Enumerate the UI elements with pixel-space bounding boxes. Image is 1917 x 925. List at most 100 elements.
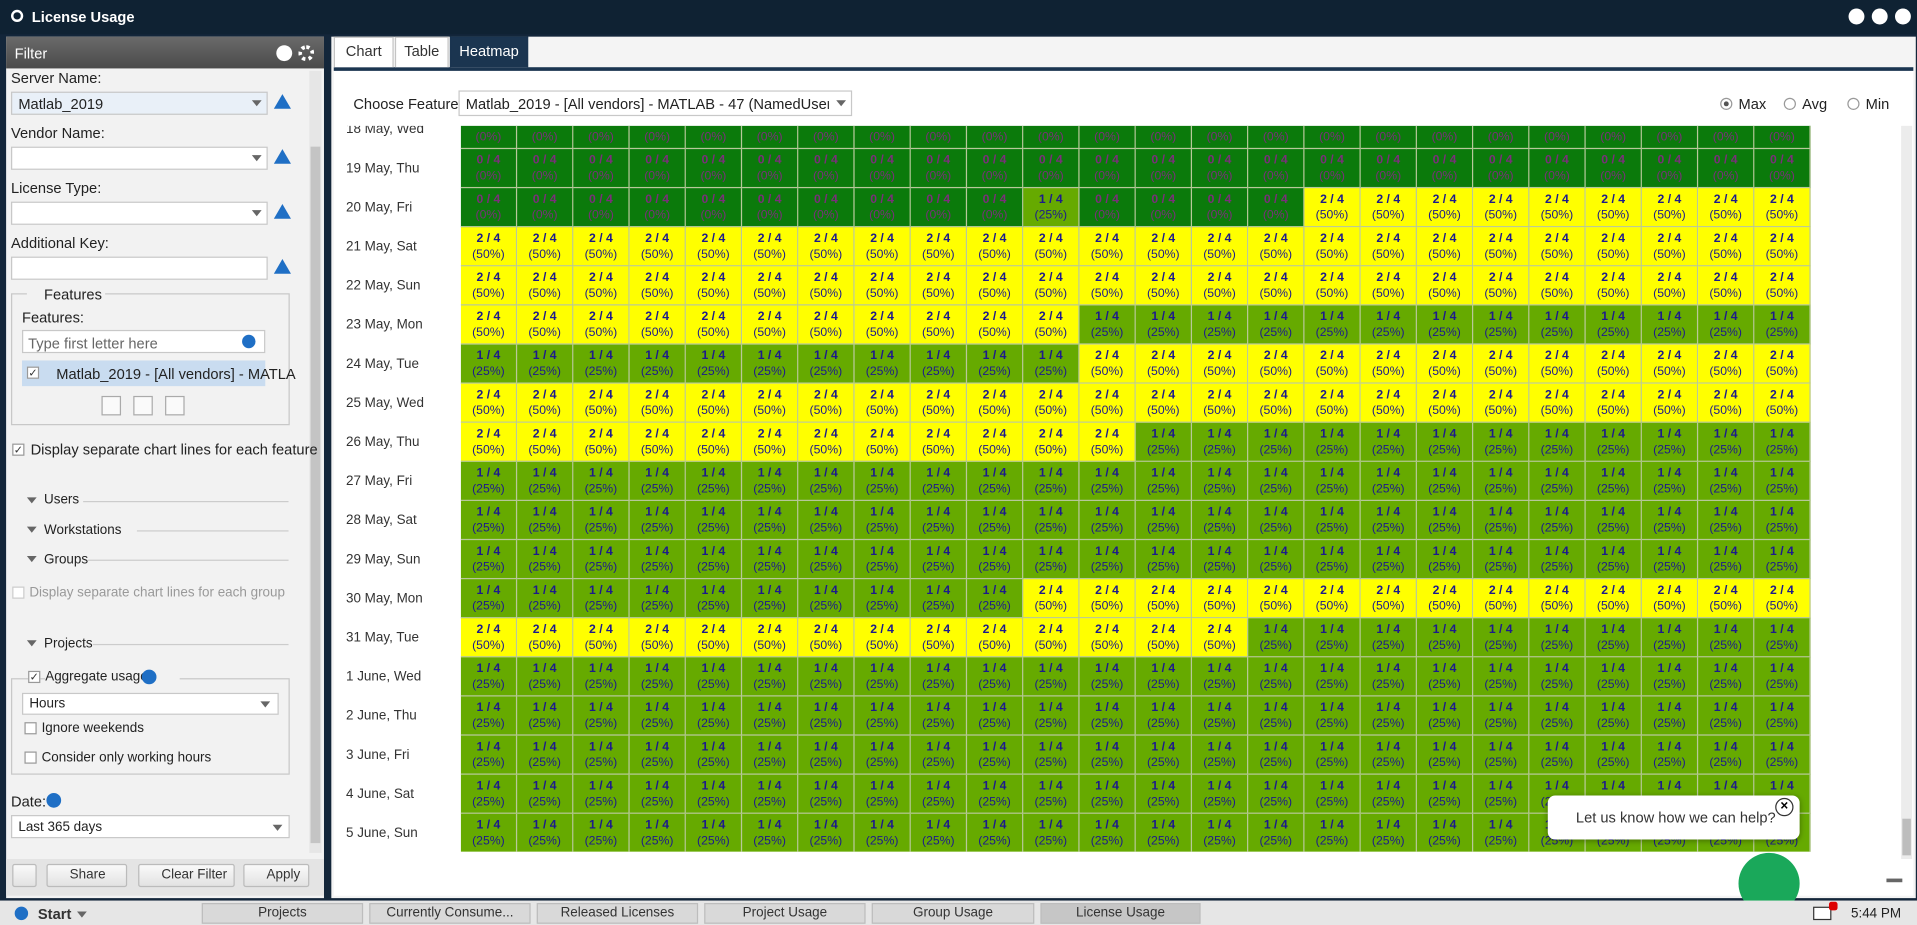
heatmap-cell[interactable]: 1 / 4(25%) xyxy=(573,579,629,618)
heatmap-cell[interactable]: 2 / 4(50%) xyxy=(911,618,967,657)
heatmap-cell[interactable]: 2 / 4(50%) xyxy=(1023,384,1079,423)
heatmap-cell[interactable]: 2 / 4(50%) xyxy=(630,266,686,305)
heatmap-cell[interactable]: 2 / 4(50%) xyxy=(967,423,1023,462)
heatmap-cell[interactable]: 1 / 4(25%) xyxy=(573,462,629,501)
heatmap-cell[interactable]: 1 / 4(25%) xyxy=(1586,462,1642,501)
apply-button[interactable]: Apply xyxy=(243,864,309,887)
heatmap-cell[interactable]: 1 / 4(25%) xyxy=(1248,540,1304,579)
heatmap-cell[interactable]: 1 / 4(25%) xyxy=(1023,814,1079,852)
heatmap-cell[interactable]: 1 / 4(25%) xyxy=(1023,697,1079,736)
heatmap-cell[interactable]: 1 / 4(25%) xyxy=(573,814,629,852)
heatmap-cell[interactable]: 1 / 4(25%) xyxy=(798,814,854,852)
heatmap-cell[interactable]: 1 / 4(25%) xyxy=(1080,540,1136,579)
feature-checkbox[interactable]: ✓ xyxy=(27,367,39,379)
heatmap-cell[interactable]: 1 / 4(25%) xyxy=(1698,697,1754,736)
heatmap-cell[interactable]: 2 / 4(50%) xyxy=(798,305,854,344)
task-button[interactable]: Group Usage xyxy=(872,903,1035,924)
heatmap-cell[interactable]: 0 / 4(0%) xyxy=(1136,126,1192,149)
heatmap-cell[interactable]: 1 / 4(25%) xyxy=(1080,814,1136,852)
heatmap-cell[interactable]: 0 / 4(0%) xyxy=(1192,188,1248,227)
heatmap-cell[interactable]: 0 / 4(0%) xyxy=(1080,126,1136,149)
heatmap-cell[interactable]: 1 / 4(25%) xyxy=(967,540,1023,579)
heatmap-cell[interactable]: 2 / 4(50%) xyxy=(1080,227,1136,266)
heatmap-cell[interactable]: 0 / 4(0%) xyxy=(517,188,573,227)
heatmap-cell[interactable]: 0 / 4(0%) xyxy=(1192,149,1248,188)
heatmap-cell[interactable]: 1 / 4(25%) xyxy=(1361,423,1417,462)
heatmap-cell[interactable]: 2 / 4(50%) xyxy=(517,305,573,344)
heatmap-cell[interactable]: 2 / 4(50%) xyxy=(686,227,742,266)
heatmap-cell[interactable]: 0 / 4(0%) xyxy=(967,126,1023,149)
heatmap-cell[interactable]: 2 / 4(50%) xyxy=(1361,579,1417,618)
heatmap-cell[interactable]: 2 / 4(50%) xyxy=(1586,227,1642,266)
heatmap-cell[interactable]: 1 / 4(25%) xyxy=(967,345,1023,384)
heatmap-cell[interactable]: 2 / 4(50%) xyxy=(1642,384,1698,423)
heatmap-cell[interactable]: 2 / 4(50%) xyxy=(798,227,854,266)
heatmap-cell[interactable]: 1 / 4(25%) xyxy=(1586,540,1642,579)
heatmap-cell[interactable]: 1 / 4(25%) xyxy=(1136,501,1192,540)
heatmap-cell[interactable]: 2 / 4(50%) xyxy=(855,305,911,344)
heatmap-cell[interactable]: 1 / 4(25%) xyxy=(1192,657,1248,696)
heatmap-cell[interactable]: 2 / 4(50%) xyxy=(1248,227,1304,266)
heatmap-cell[interactable]: 0 / 4(0%) xyxy=(911,126,967,149)
heatmap-cell[interactable]: 1 / 4(25%) xyxy=(517,501,573,540)
heatmap-cell[interactable]: 0 / 4(0%) xyxy=(1136,149,1192,188)
heatmap-cell[interactable]: 1 / 4(25%) xyxy=(1698,305,1754,344)
heatmap-cell[interactable]: 1 / 4(25%) xyxy=(1642,618,1698,657)
heatmap-cell[interactable]: 1 / 4(25%) xyxy=(1248,423,1304,462)
select-all-button[interactable] xyxy=(101,396,121,416)
additional-key-input[interactable] xyxy=(11,257,268,280)
heatmap-cell[interactable]: 2 / 4(50%) xyxy=(630,384,686,423)
heatmap-cell[interactable]: 1 / 4(25%) xyxy=(1080,305,1136,344)
heatmap-cell[interactable]: 1 / 4(25%) xyxy=(1698,736,1754,775)
heatmap-cell[interactable]: 1 / 4(25%) xyxy=(1473,697,1529,736)
heatmap-cell[interactable]: 1 / 4(25%) xyxy=(1080,462,1136,501)
expand-caret[interactable] xyxy=(27,556,37,562)
heatmap-cell[interactable]: 1 / 4(25%) xyxy=(1642,540,1698,579)
heatmap-cell[interactable]: 1 / 4(25%) xyxy=(1473,736,1529,775)
scrollbar-thumb[interactable] xyxy=(311,147,321,844)
heatmap-cell[interactable]: 2 / 4(50%) xyxy=(1023,579,1079,618)
heatmap-cell[interactable]: 2 / 4(50%) xyxy=(1473,227,1529,266)
heatmap-cell[interactable]: 0 / 4(0%) xyxy=(573,126,629,149)
heatmap-cell[interactable]: 0 / 4(0%) xyxy=(798,188,854,227)
heatmap-cell[interactable]: 1 / 4(25%) xyxy=(686,462,742,501)
heatmap-cell[interactable]: 2 / 4(50%) xyxy=(1698,579,1754,618)
heatmap-cell[interactable]: 1 / 4(25%) xyxy=(1192,462,1248,501)
select-none-button[interactable] xyxy=(133,396,153,416)
users-section[interactable]: Users xyxy=(44,492,79,507)
heatmap-cell[interactable]: 2 / 4(50%) xyxy=(517,227,573,266)
heatmap-cell[interactable]: 1 / 4(25%) xyxy=(517,462,573,501)
heatmap-cell[interactable]: 0 / 4(0%) xyxy=(517,126,573,149)
tab[interactable]: Heatmap xyxy=(450,37,528,68)
heatmap-cell[interactable]: 2 / 4(50%) xyxy=(1529,384,1585,423)
heatmap-cell[interactable]: 0 / 4(0%) xyxy=(630,188,686,227)
heatmap-cell[interactable]: 1 / 4(25%) xyxy=(1642,423,1698,462)
checkbox[interactable]: ✓ xyxy=(28,671,40,683)
heatmap-cell[interactable]: 1 / 4(25%) xyxy=(461,657,517,696)
heatmap-cell[interactable]: 1 / 4(25%) xyxy=(911,657,967,696)
heatmap-cell[interactable]: 2 / 4(50%) xyxy=(1698,188,1754,227)
heatmap-cell[interactable]: 2 / 4(50%) xyxy=(1698,227,1754,266)
heatmap-cell[interactable]: 1 / 4(25%) xyxy=(1754,501,1810,540)
heatmap-cell[interactable]: 2 / 4(50%) xyxy=(742,227,798,266)
heatmap-cell[interactable]: 1 / 4(25%) xyxy=(1642,305,1698,344)
vendor-input[interactable] xyxy=(11,147,268,170)
heatmap-cell[interactable]: 1 / 4(25%) xyxy=(573,501,629,540)
heatmap-cell[interactable]: 1 / 4(25%) xyxy=(1136,657,1192,696)
heatmap-cell[interactable]: 2 / 4(50%) xyxy=(911,266,967,305)
heatmap-cell[interactable]: 1 / 4(25%) xyxy=(1417,657,1473,696)
chat-close[interactable]: × xyxy=(1775,798,1793,816)
heatmap-cell[interactable]: 1 / 4(25%) xyxy=(1136,540,1192,579)
heatmap-cell[interactable]: 1 / 4(25%) xyxy=(1248,736,1304,775)
heatmap-cell[interactable]: 1 / 4(25%) xyxy=(517,736,573,775)
heatmap-cell[interactable]: 1 / 4(25%) xyxy=(573,775,629,814)
heatmap-cell[interactable]: 2 / 4(50%) xyxy=(742,618,798,657)
heatmap-cell[interactable]: 0 / 4(0%) xyxy=(1248,188,1304,227)
heatmap-cell[interactable]: 1 / 4(25%) xyxy=(855,814,911,852)
heatmap-cell[interactable]: 1 / 4(25%) xyxy=(855,501,911,540)
heatmap-cell[interactable]: 1 / 4(25%) xyxy=(1642,657,1698,696)
heatmap-cell[interactable]: 1 / 4(25%) xyxy=(1304,736,1360,775)
heatmap-cell[interactable]: 2 / 4(50%) xyxy=(686,305,742,344)
heatmap-cell[interactable]: 1 / 4(25%) xyxy=(517,657,573,696)
heatmap-cell[interactable]: 1 / 4(25%) xyxy=(1361,540,1417,579)
